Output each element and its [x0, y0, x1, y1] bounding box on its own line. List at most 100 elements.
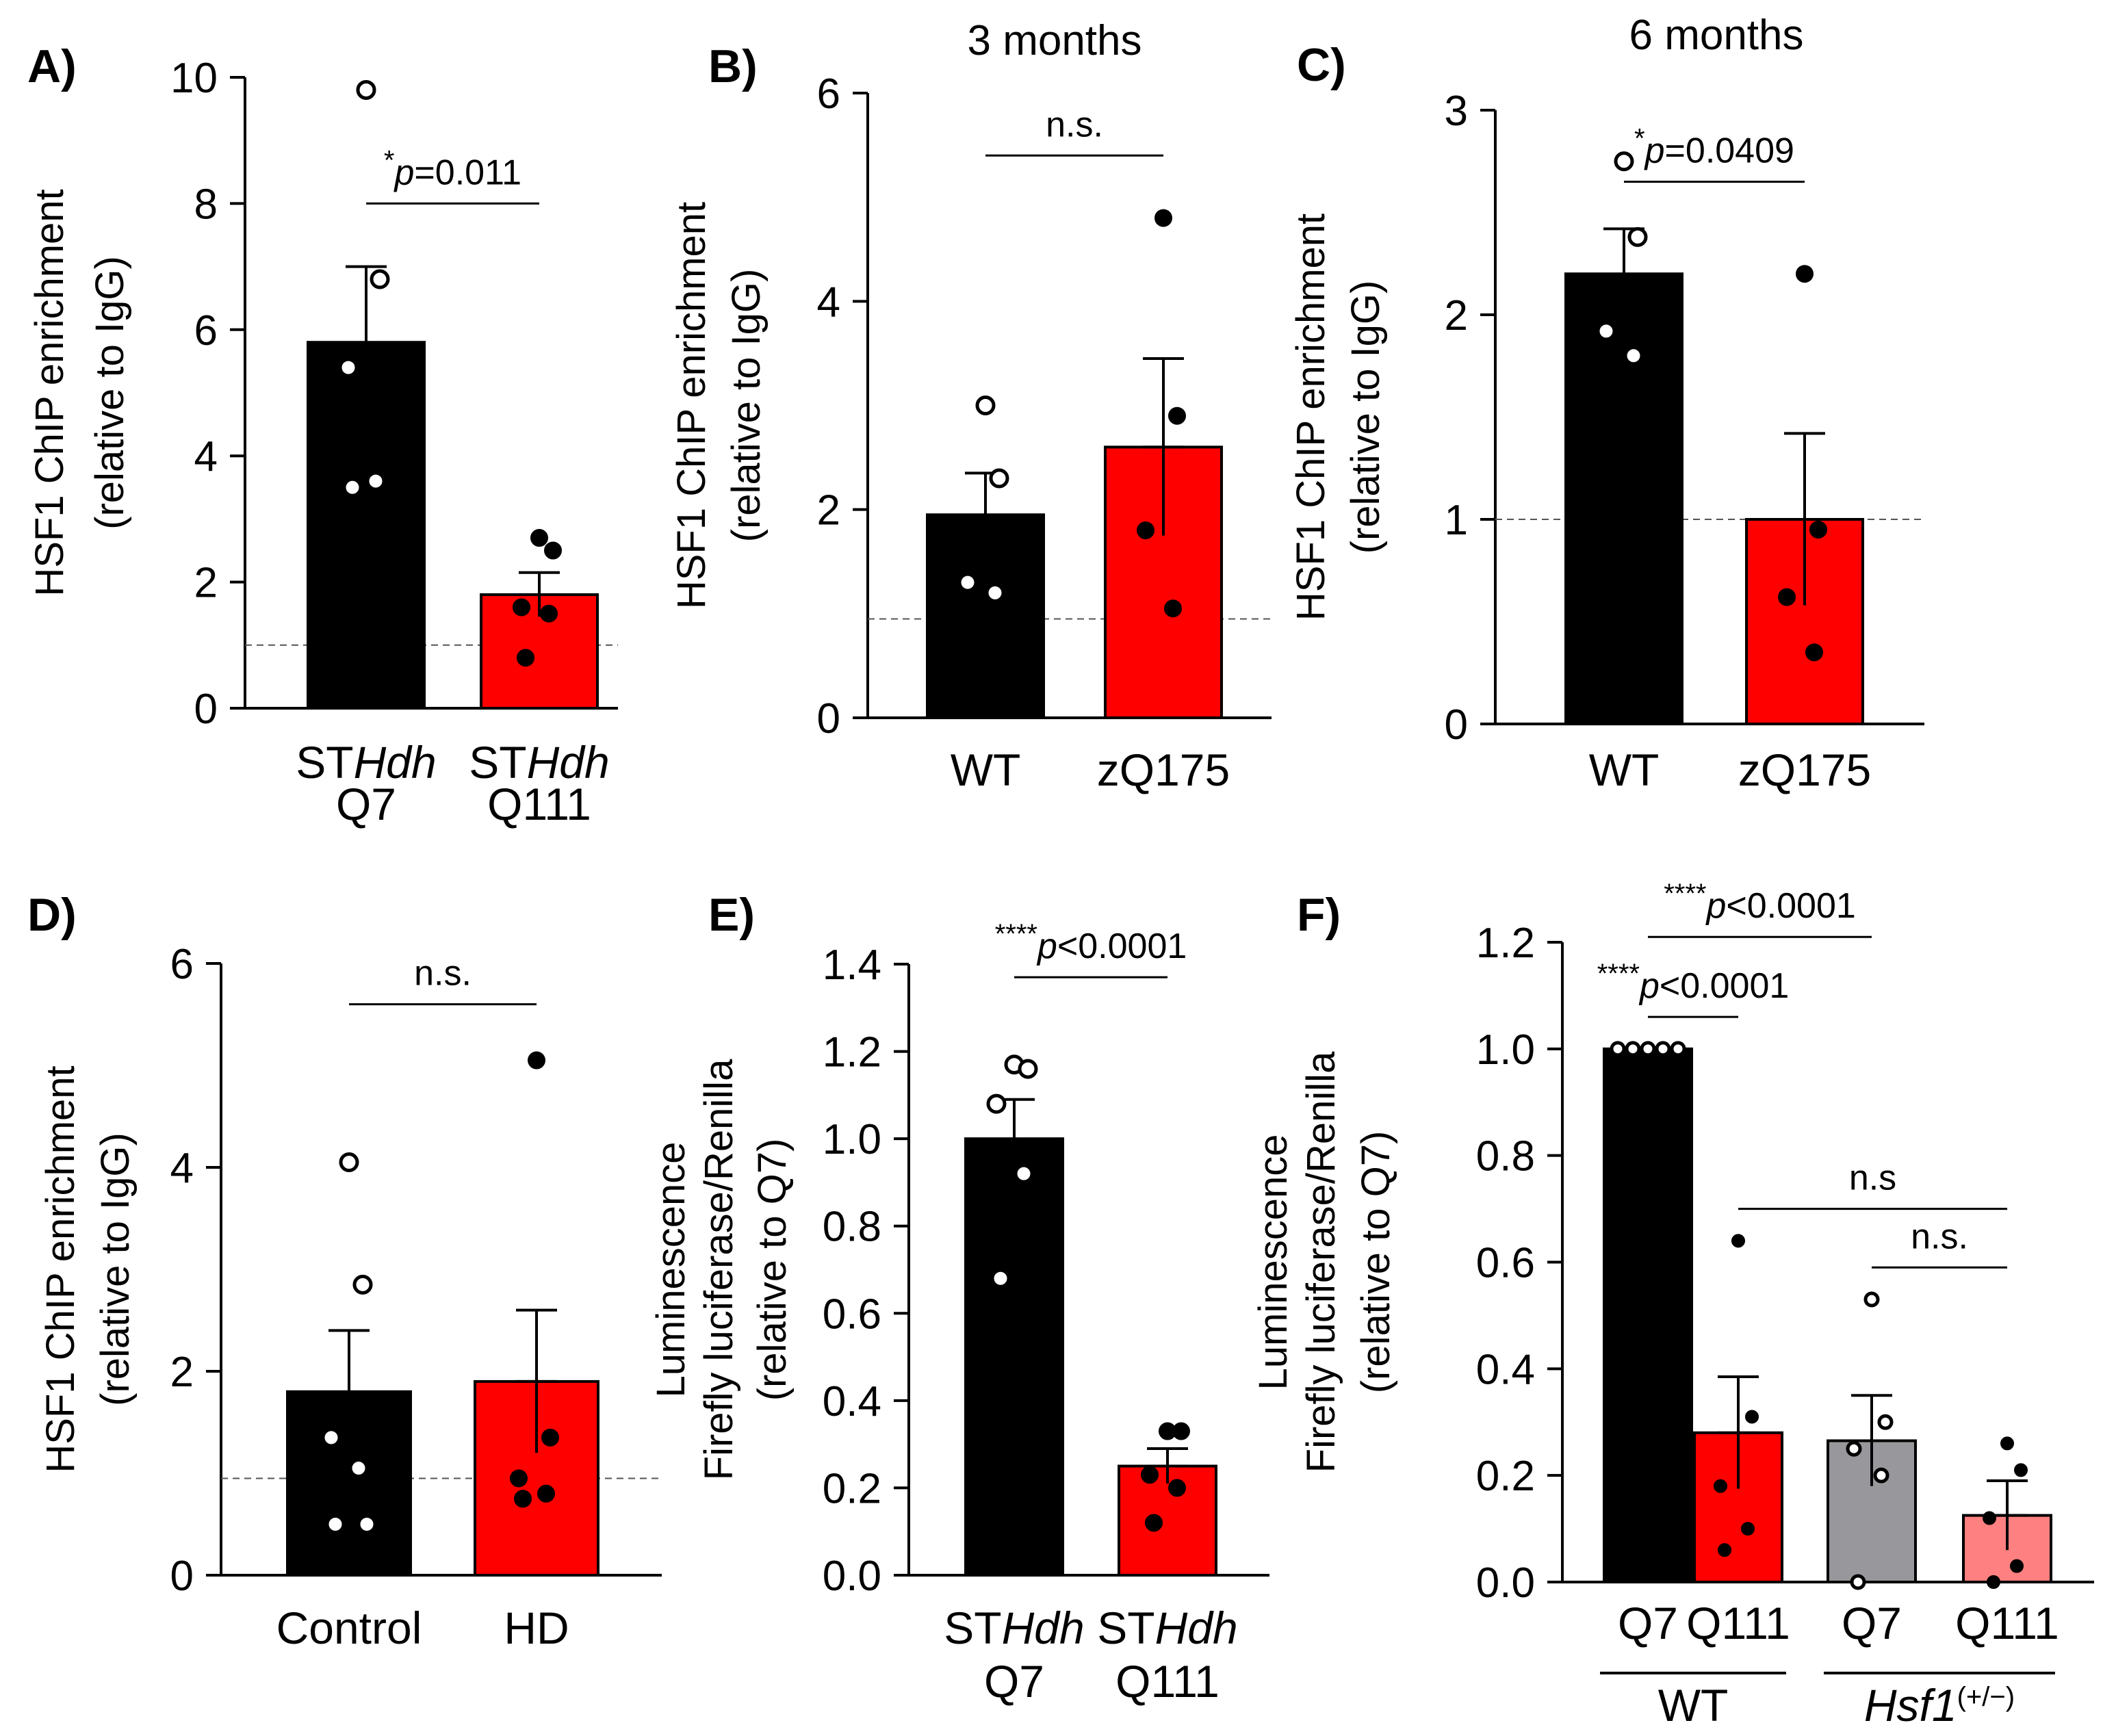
- data-point: [342, 477, 363, 497]
- category-label-text: Q7: [1842, 1598, 1902, 1648]
- category-label: STHdh: [296, 737, 436, 788]
- data-point: [517, 649, 534, 667]
- y-tick-label: 0.8: [823, 1204, 881, 1251]
- y-axis-label: Firefly luciferase/Renilla: [697, 1059, 741, 1480]
- bar: [1603, 1047, 1693, 1584]
- data-point: [990, 1268, 1011, 1288]
- data-point: [325, 1514, 346, 1534]
- category-label-line2: Q7: [336, 779, 396, 829]
- panel-label: B): [708, 40, 758, 92]
- y-tick-label: 4: [817, 278, 840, 326]
- significance-p: p: [1705, 886, 1726, 926]
- y-axis-label: HSF1 ChIP enrichment: [1289, 213, 1333, 621]
- y-tick-label: 1: [1445, 497, 1468, 544]
- y-axis-label: (relative to IgG): [724, 269, 769, 543]
- significance-p: p: [1644, 131, 1665, 171]
- data-point: [1863, 1291, 1880, 1308]
- data-point: [541, 1428, 559, 1447]
- category-label: Q7: [1618, 1598, 1678, 1648]
- data-point: [1877, 1414, 1894, 1430]
- data-point: [365, 471, 386, 491]
- category-label-text: ST: [944, 1603, 1001, 1653]
- category-label: STHdh: [944, 1603, 1084, 1653]
- data-point: [986, 1093, 1007, 1114]
- data-point: [1614, 151, 1634, 172]
- y-tick-label: 0.4: [1476, 1346, 1535, 1393]
- panel-c: C) 6 months HSF1 ChIP enrichment (relative …: [1289, 12, 1924, 795]
- data-point: [989, 468, 1009, 489]
- significance-value: <0.0001: [1057, 927, 1187, 966]
- category-label: WT: [951, 744, 1021, 795]
- data-point: [985, 582, 1005, 603]
- y-axis-label: (relative to IgG): [88, 256, 132, 530]
- significance-label: ****p<0.0001: [1597, 959, 1790, 1006]
- data-point: [348, 1458, 369, 1479]
- y-axis-label: Luminescence: [1251, 1135, 1295, 1390]
- data-point: [1623, 346, 1644, 366]
- data-point: [1627, 226, 1648, 247]
- y-tick-label: 0.0: [1476, 1559, 1535, 1607]
- y-tick-label: 3: [1445, 88, 1468, 135]
- group-label-text: WT: [1658, 1680, 1729, 1731]
- category-label-text: ST: [1097, 1603, 1154, 1653]
- data-point: [1137, 521, 1154, 540]
- data-point: [1018, 1059, 1038, 1079]
- y-axis-label: (relative to IgG): [1343, 281, 1388, 554]
- data-point: [510, 1469, 528, 1488]
- y-tick-label: 4: [170, 1145, 194, 1192]
- significance-label: n.s.: [1911, 1217, 1968, 1256]
- category-label: STHdh: [469, 737, 609, 788]
- bar: [964, 1137, 1064, 1577]
- data-point: [1805, 643, 1823, 662]
- category-label: zQ175: [1738, 744, 1871, 795]
- data-point: [352, 1274, 373, 1295]
- data-point: [1625, 1041, 1641, 1057]
- category-label-line2: Q111: [487, 779, 591, 829]
- data-point: [1145, 1514, 1163, 1532]
- y-tick-label: 4: [194, 433, 218, 480]
- data-point: [2014, 1463, 2028, 1477]
- significance-label: ****p<0.0001: [995, 919, 1187, 966]
- significance-stars: ****: [1664, 879, 1706, 909]
- category-label-text: Q111: [1955, 1598, 2059, 1648]
- category-label-text: WT: [1589, 744, 1660, 795]
- category-label: Q7: [1842, 1598, 1902, 1648]
- panel-a: A) HSF1 ChIP enrichment (relative to IgG) 0…: [27, 40, 618, 829]
- y-tick-label: 6: [817, 70, 840, 118]
- significance-label: n.s.: [1046, 105, 1103, 144]
- data-point: [356, 79, 376, 100]
- data-point: [1745, 1410, 1759, 1424]
- panel-f: F) Luminescence Firefly luciferase/Renilla…: [1251, 879, 2094, 1731]
- data-point: [1154, 209, 1172, 227]
- significance-label: n.s.: [414, 954, 472, 994]
- y-tick-label: 0.0: [823, 1553, 881, 1600]
- significance-p: p: [393, 153, 415, 192]
- significance-stars: ****: [995, 919, 1037, 949]
- category-label: Control: [276, 1603, 422, 1653]
- data-point: [2010, 1559, 2024, 1573]
- y-axis-label: Luminescence: [649, 1142, 693, 1398]
- data-point: [370, 269, 390, 289]
- data-point: [513, 598, 530, 617]
- y-tick-label: 1.2: [823, 1029, 881, 1076]
- data-point: [338, 357, 359, 378]
- data-point: [1172, 1422, 1190, 1440]
- data-point: [1718, 1543, 1731, 1557]
- significance-stars: ****: [1597, 959, 1640, 989]
- category-label-text: zQ175: [1097, 744, 1230, 795]
- y-axis-label: HSF1 ChIP enrichment: [38, 1065, 83, 1473]
- data-point: [530, 529, 548, 547]
- category-label-text: Q7: [1618, 1598, 1678, 1648]
- significance-value: <0.0001: [1726, 886, 1855, 926]
- data-point: [1731, 1234, 1745, 1248]
- data-point: [1796, 265, 1814, 283]
- category-label: HD: [504, 1603, 569, 1653]
- y-tick-label: 0: [817, 695, 840, 742]
- category-label-text: zQ175: [1738, 744, 1871, 795]
- group-label-superscript: (+/−): [1957, 1682, 2015, 1712]
- significance-value: n.s: [1849, 1158, 1896, 1198]
- y-tick-label: 6: [194, 307, 218, 354]
- significance-value: n.s.: [1911, 1217, 1968, 1256]
- category-label: WT: [1589, 744, 1660, 795]
